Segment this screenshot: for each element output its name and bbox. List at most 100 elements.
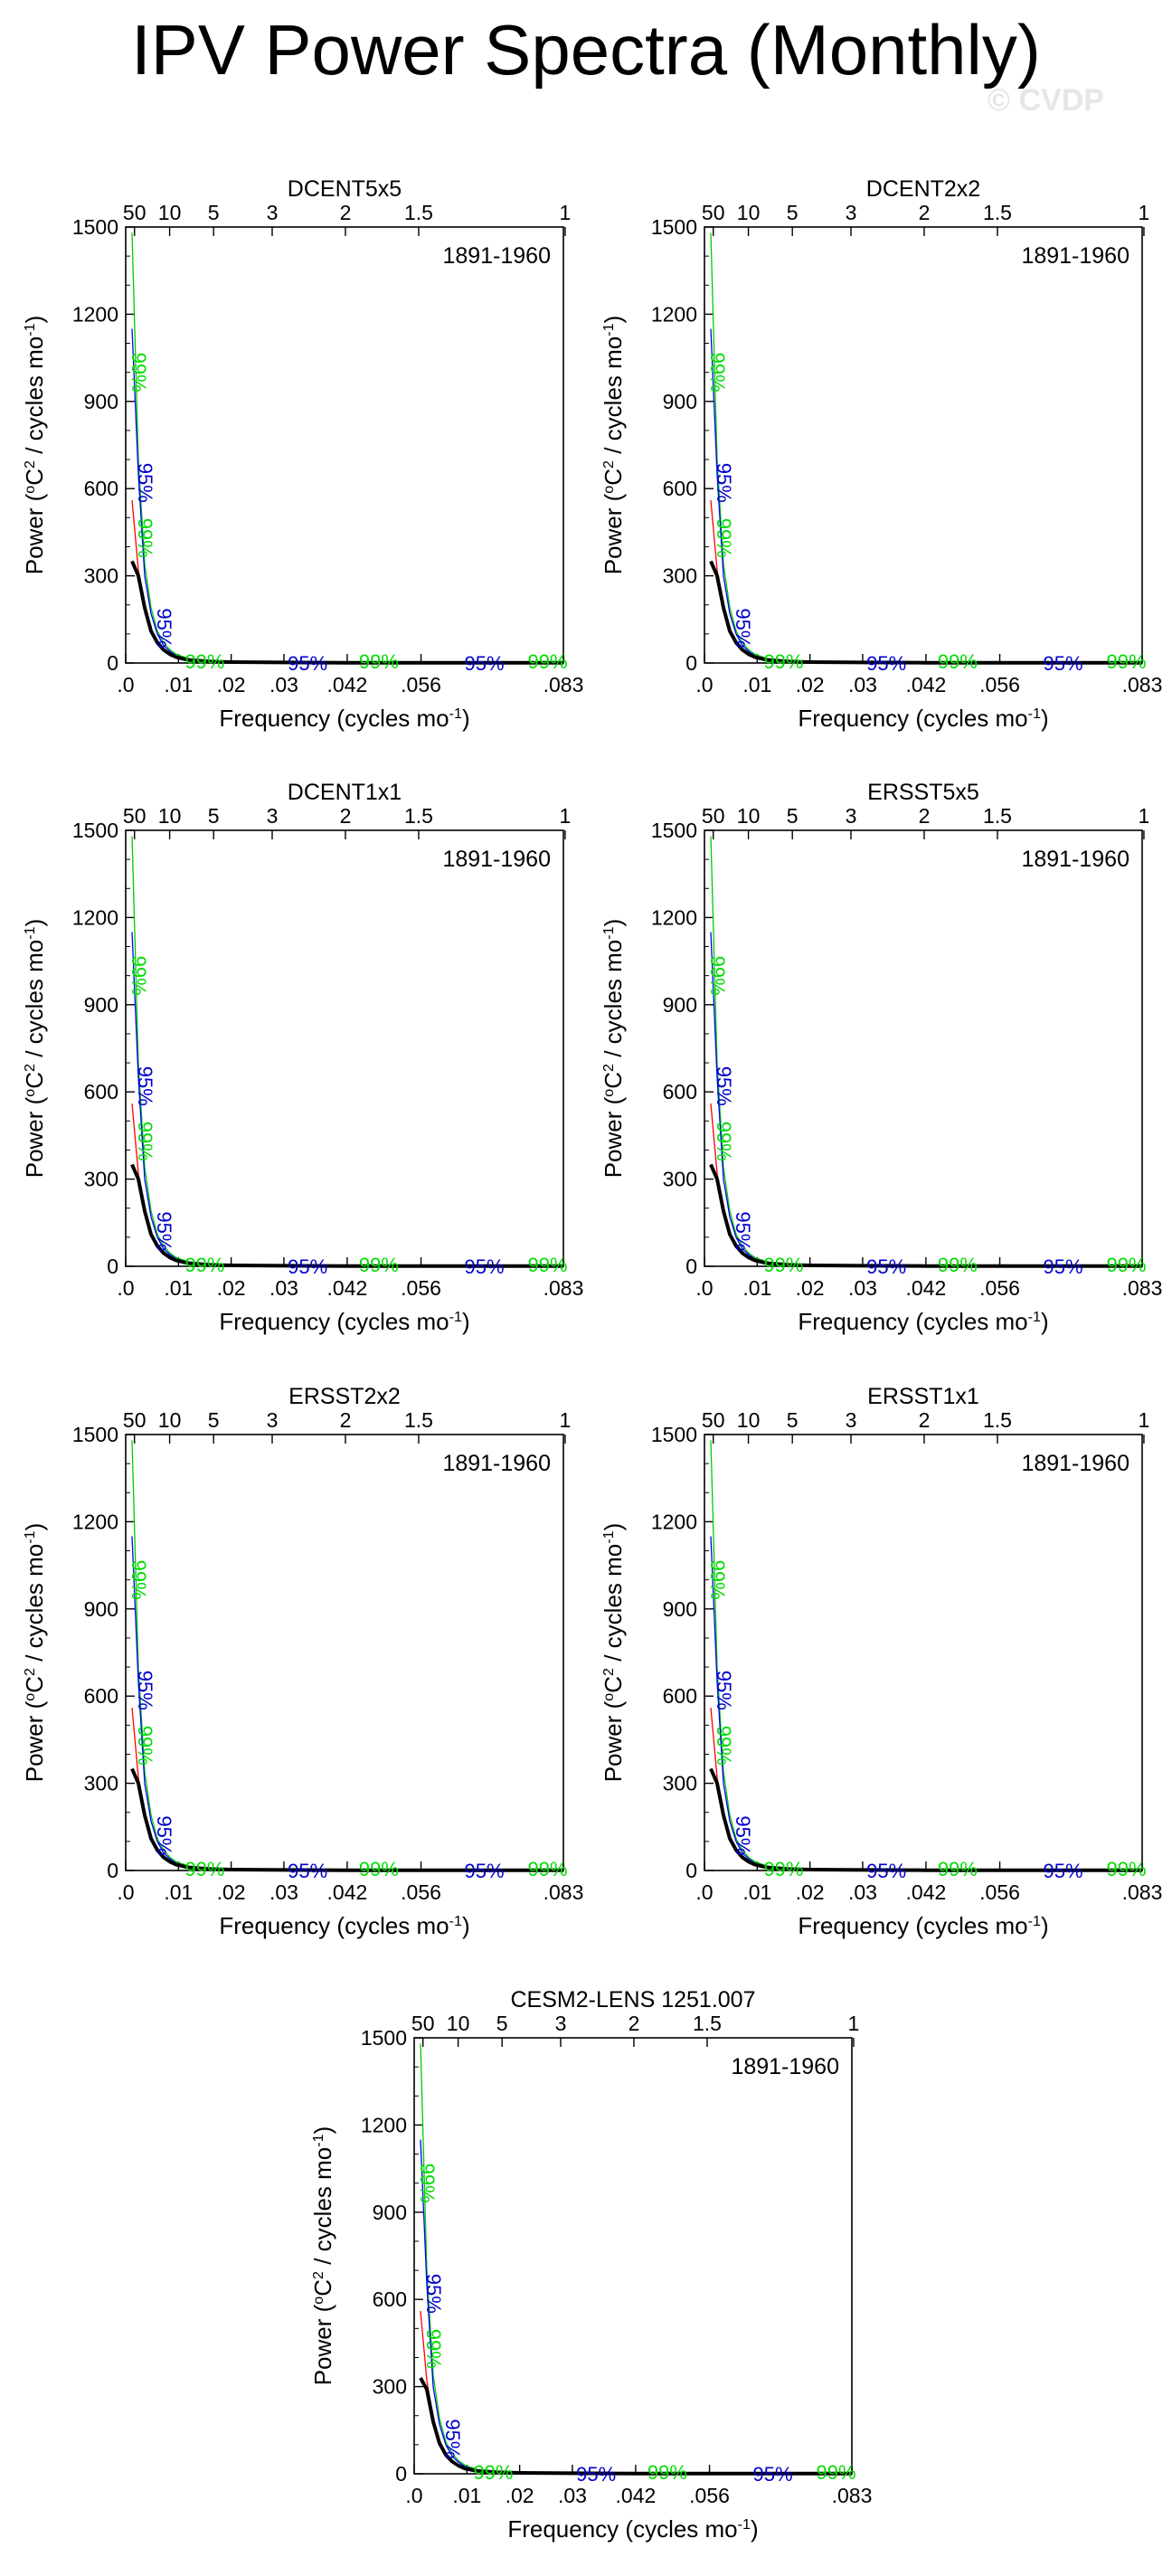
cvdp-watermark: © CVDP [988, 83, 1104, 118]
y-tick-label: 0 [685, 651, 697, 675]
confidence-line [131, 836, 563, 1267]
y-tick-label: 0 [685, 1255, 697, 1278]
x-tick-label: .03 [848, 1276, 877, 1300]
confidence-label: 99% [816, 2461, 855, 2484]
y-tick-label: 1500 [651, 819, 697, 842]
y-tick-label: 1200 [651, 302, 697, 326]
y-tick-label: 900 [84, 1597, 118, 1621]
confidence-line [710, 500, 1142, 664]
y-tick-label: 600 [84, 1684, 118, 1708]
y-tick-label: 1500 [361, 2026, 407, 2050]
figure-title: IPV Power Spectra (Monthly) [131, 10, 1041, 90]
period-tick-label: 2 [340, 1408, 352, 1432]
panel-title: DCENT1x1 [288, 780, 402, 805]
x-tick-label: .056 [979, 1880, 1020, 1904]
plot-frame [125, 829, 564, 1267]
period-tick-label: 50 [411, 2012, 435, 2035]
period-tick-label: 3 [846, 1408, 857, 1432]
period-label: 1891-1960 [1021, 1451, 1129, 1476]
confidence-label: 95% [732, 1211, 754, 1251]
spectrum-line [130, 1163, 563, 1268]
confidence-label: 95% [422, 2274, 445, 2314]
y-tick-label: 0 [395, 2462, 407, 2486]
confidence-line [131, 328, 563, 664]
period-tick-label: 5 [787, 1408, 799, 1432]
confidence-line [710, 1536, 1142, 1871]
y-tick-label: 900 [663, 390, 697, 413]
confidence-label: 99% [1106, 1858, 1146, 1880]
confidence-line [131, 1103, 563, 1267]
y-tick-label: 1200 [72, 302, 118, 326]
confidence-label: 99% [938, 1858, 978, 1880]
period-tick-label: 1.5 [693, 2012, 722, 2035]
confidence-label: 99% [713, 1726, 735, 1766]
x-tick-label: .056 [401, 673, 441, 696]
x-tick-label: .083 [543, 1880, 584, 1904]
x-axis-label: Frequency (cycles mo-1) [507, 2515, 758, 2543]
period-tick-label: 1 [560, 804, 572, 828]
y-tick-label: 1200 [361, 2113, 407, 2136]
spectrum-line [709, 1767, 1142, 1872]
confidence-label: 99% [134, 1122, 156, 1161]
confidence-label: 95% [465, 652, 505, 675]
x-axis-label: Frequency (cycles mo-1) [798, 1308, 1048, 1335]
period-tick-label: 3 [267, 201, 279, 224]
plot-frame [125, 226, 564, 664]
period-tick-label: 1.5 [404, 804, 433, 828]
confidence-label: 99% [128, 956, 150, 996]
period-tick-label: 10 [737, 804, 761, 828]
confidence-label: 99% [706, 956, 729, 996]
x-tick-label: .0 [695, 1880, 713, 1904]
panel-title: CESM2-LENS 1251.007 [511, 1987, 756, 2012]
confidence-label: 95% [134, 1671, 156, 1710]
y-tick-label: 1200 [72, 1510, 118, 1533]
y-tick-label: 300 [84, 564, 118, 588]
confidence-label: 95% [134, 1066, 156, 1106]
plot-frame [704, 829, 1143, 1267]
plot-frame [704, 1434, 1143, 1871]
x-tick-label: .0 [405, 2484, 422, 2507]
period-tick-label: 5 [208, 201, 220, 224]
x-tick-label: .01 [742, 673, 771, 696]
spectrum-line [130, 1767, 563, 1872]
y-axis-label: Power (oC2 / cycles mo-1) [21, 316, 48, 575]
period-tick-label: 10 [737, 1408, 761, 1432]
confidence-line [420, 2139, 852, 2475]
confidence-label: 95% [866, 652, 906, 675]
confidence-label: 99% [527, 1254, 567, 1276]
y-tick-label: 0 [107, 1255, 118, 1278]
confidence-label: 95% [153, 1211, 175, 1251]
spectrum-line [130, 560, 563, 665]
period-tick-label: 1.5 [983, 1408, 1012, 1432]
period-tick-label: 3 [267, 1408, 279, 1432]
period-tick-label: 10 [158, 201, 182, 224]
x-tick-label: .03 [848, 673, 877, 696]
x-tick-label: .056 [401, 1276, 441, 1300]
period-label: 1891-1960 [442, 243, 551, 269]
confidence-label: 99% [422, 2329, 445, 2369]
x-tick-label: .056 [979, 1276, 1020, 1300]
confidence-label: 99% [713, 518, 735, 558]
y-tick-label: 300 [663, 564, 697, 588]
confidence-line [131, 932, 563, 1267]
x-tick-label: .042 [906, 673, 947, 696]
x-tick-label: .02 [796, 1276, 825, 1300]
period-tick-label: 10 [158, 804, 182, 828]
confidence-label: 95% [753, 2463, 793, 2486]
period-tick-label: 2 [919, 1408, 931, 1432]
x-tick-label: .02 [796, 673, 825, 696]
spectrum-line [709, 560, 1142, 665]
y-tick-label: 900 [663, 1597, 697, 1621]
plot-frame [704, 226, 1143, 664]
period-tick-label: 3 [846, 201, 857, 224]
x-tick-label: .02 [217, 1276, 246, 1300]
x-tick-label: .01 [164, 673, 193, 696]
y-tick-label: 600 [663, 1080, 697, 1103]
y-tick-label: 600 [84, 477, 118, 500]
confidence-line [710, 328, 1142, 664]
x-axis-label: Frequency (cycles mo-1) [798, 705, 1048, 732]
x-tick-label: .0 [695, 1276, 713, 1300]
y-tick-label: 0 [107, 1859, 118, 1882]
period-tick-label: 10 [737, 201, 761, 224]
